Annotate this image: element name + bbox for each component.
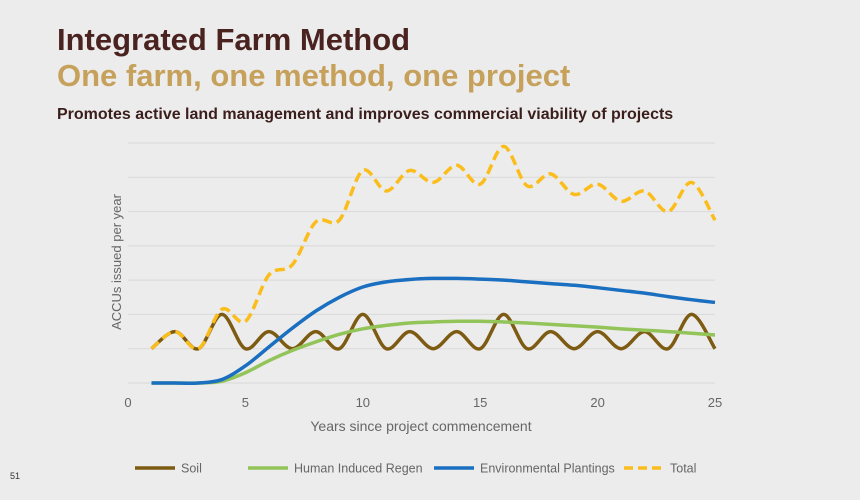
series-line-hir [151,319,716,385]
x-tick-label: 10 [356,395,370,410]
chart-legend: Soil Human Induced Regen Environmental Pla… [135,462,696,476]
legend-label-env: Environmental Plantings [480,462,615,476]
x-tick-label: 0 [124,395,131,410]
chart-series [150,144,717,386]
y-axis-label: ACCUs issued per year [109,193,124,329]
series-line-env [151,276,716,386]
x-tick-label: 5 [242,395,249,410]
legend-label-total: Total [670,462,696,476]
slide-tagline: Promotes active land management and impr… [57,106,674,123]
x-tick-label: 15 [473,395,487,410]
x-axis-ticks: 0 5 10 15 20 25 [124,395,722,410]
page-number: 51 [10,471,21,481]
slide-title: Integrated Farm Method [57,22,411,57]
x-tick-label: 20 [590,395,604,410]
slide-subtitle: One farm, one method, one project [57,58,571,93]
series-line-soil [150,312,717,351]
x-tick-label: 25 [708,395,722,410]
x-axis-label: Years since project commencement [310,418,531,434]
series-line-total [150,144,717,351]
legend-label-soil: Soil [181,462,202,476]
legend-label-hir: Human Induced Regen [294,462,423,476]
